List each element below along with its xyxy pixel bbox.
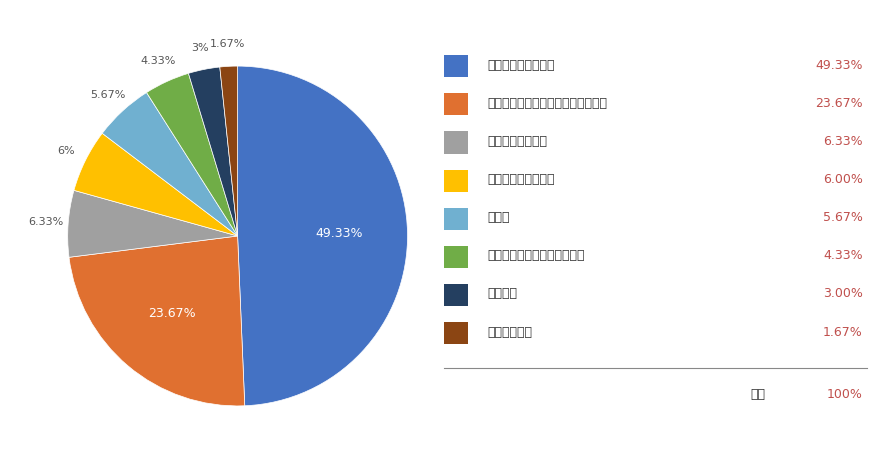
Text: 1.67%: 1.67% <box>209 39 246 49</box>
Text: 4.33%: 4.33% <box>823 249 862 262</box>
Wedge shape <box>69 236 245 406</box>
Wedge shape <box>188 67 238 236</box>
Text: 6.33%: 6.33% <box>823 135 862 148</box>
Text: 親が使っていたから: 親が使っていたから <box>488 173 555 186</box>
Bar <box>444 284 468 306</box>
Text: 3.00%: 3.00% <box>823 287 862 301</box>
Wedge shape <box>74 133 238 236</box>
Wedge shape <box>147 73 238 236</box>
Wedge shape <box>102 93 238 236</box>
Text: 6.00%: 6.00% <box>823 173 862 186</box>
Text: 6%: 6% <box>57 146 75 156</box>
Text: 23.67%: 23.67% <box>148 307 195 320</box>
Wedge shape <box>220 66 238 236</box>
Text: 友人・知人・同僚が使っていたから: 友人・知人・同僚が使っていたから <box>488 97 607 110</box>
Text: 親のすすめで: 親のすすめで <box>488 326 532 338</box>
Wedge shape <box>68 190 238 257</box>
Text: 6.33%: 6.33% <box>28 217 63 227</box>
Text: その他: その他 <box>488 211 510 224</box>
Bar <box>444 169 468 192</box>
Text: 社会人になったから: 社会人になったから <box>488 59 555 72</box>
Bar <box>444 93 468 115</box>
Bar <box>444 322 468 344</box>
Text: 5.67%: 5.67% <box>823 211 862 224</box>
Text: 学校で配布された: 学校で配布された <box>488 135 547 148</box>
Text: 23.67%: 23.67% <box>815 97 862 110</box>
Text: 100%: 100% <box>826 388 862 401</box>
Bar <box>444 208 468 230</box>
Text: 49.33%: 49.33% <box>815 59 862 72</box>
Wedge shape <box>238 66 407 406</box>
Text: 3%: 3% <box>191 43 209 53</box>
Text: 合計: 合計 <box>751 388 766 401</box>
Bar <box>444 246 468 268</box>
Text: 49.33%: 49.33% <box>316 228 363 240</box>
Bar <box>444 131 468 153</box>
Bar <box>444 55 468 77</box>
Text: 就職活動: 就職活動 <box>488 287 517 301</box>
Text: 5.67%: 5.67% <box>90 90 125 100</box>
Text: 1.67%: 1.67% <box>823 326 862 338</box>
Text: 友人・知人・同僚のすすめで: 友人・知人・同僚のすすめで <box>488 249 585 262</box>
Text: 4.33%: 4.33% <box>140 57 175 67</box>
